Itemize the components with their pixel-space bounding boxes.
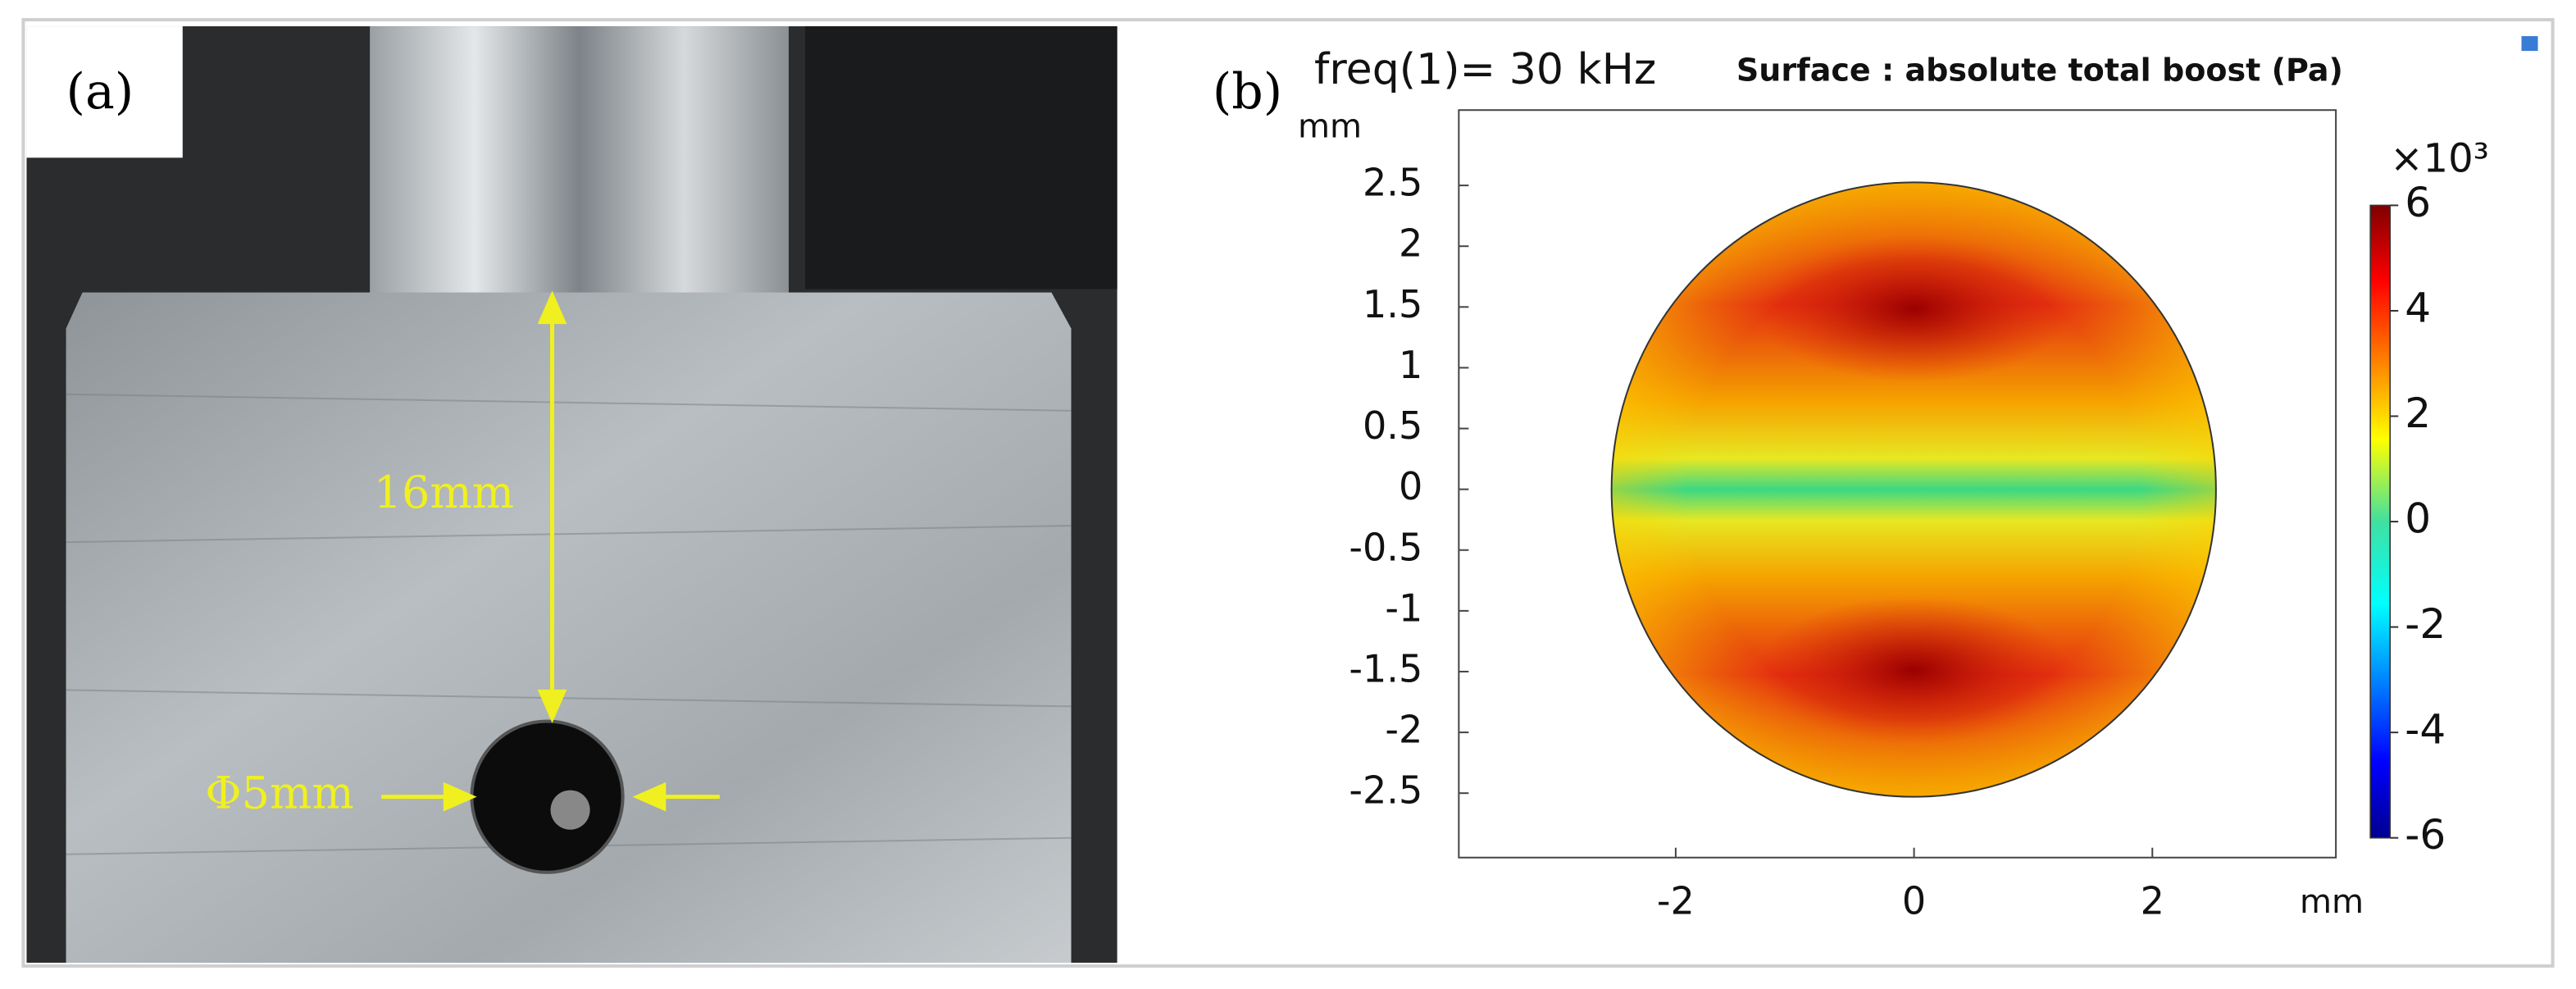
domain-outline	[1610, 181, 2217, 798]
y-tick-label: 1.5	[1363, 282, 1422, 326]
colorbar-tick-label: -2	[2405, 600, 2446, 648]
colorbar-tick-label: -6	[2405, 811, 2446, 859]
y-tick-label: -2	[1385, 708, 1422, 752]
y-tick-label: -1.5	[1349, 646, 1422, 690]
x-tick-label: 0	[1902, 878, 1926, 923]
y-tick-label: -1	[1385, 586, 1422, 630]
panel-label: (b)	[1213, 63, 1282, 121]
y-tick-label: 2.5	[1363, 161, 1422, 205]
colorbar	[2369, 204, 2392, 839]
y-tick-label: 0	[1399, 464, 1422, 508]
colorbar-tick-label: 4	[2405, 284, 2431, 331]
y-tick-label: 2	[1399, 221, 1422, 266]
y-tick-label: 0.5	[1363, 403, 1422, 448]
panel-label: (a)	[66, 63, 134, 121]
y-axis-label: mm	[1298, 107, 1362, 145]
colorbar-tick-label: 6	[2405, 179, 2431, 226]
colorbar-tick-label: -4	[2405, 706, 2446, 754]
photo	[26, 26, 1117, 963]
x-axis-label: mm	[2300, 883, 2364, 921]
chart-title: freq(1)= 30 kHz	[1314, 45, 1656, 94]
colorbar-tick-label: 2	[2405, 390, 2431, 437]
annotation: 16mm	[374, 467, 514, 518]
y-tick-label: 1	[1399, 343, 1422, 387]
chart-subtitle: Surface : absolute total boost (Pa)	[1736, 52, 2343, 89]
colorbar-label: ×10³	[2390, 135, 2489, 181]
y-tick-label: -2.5	[1349, 768, 1422, 813]
field	[1611, 182, 2216, 797]
y-tick-label: -0.5	[1349, 525, 1422, 569]
icon	[2521, 36, 2538, 52]
annotation: Φ5mm	[205, 768, 353, 819]
x-tick-label: 2	[2141, 878, 2164, 923]
colorbar-tick-label: 0	[2405, 495, 2431, 543]
x-tick-label: -2	[1657, 878, 1695, 923]
